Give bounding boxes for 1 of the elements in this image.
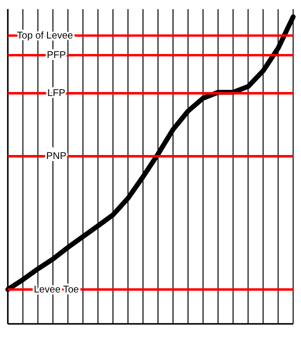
ref-line-label: Levee Toe [34, 284, 80, 296]
